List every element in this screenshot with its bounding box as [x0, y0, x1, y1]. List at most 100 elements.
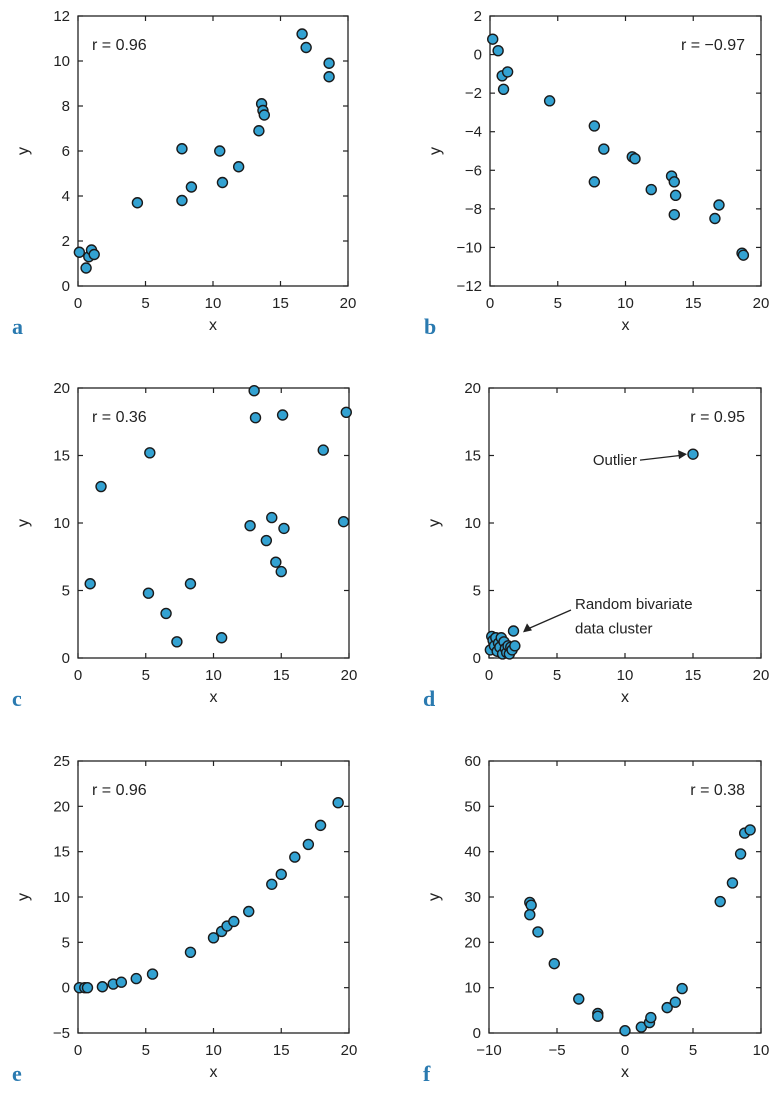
y-tick-label: 40 — [464, 844, 481, 861]
x-axis-label: x — [210, 1064, 218, 1081]
plot-frame — [489, 15, 762, 287]
data-point — [487, 33, 499, 45]
data-point — [507, 625, 520, 637]
data-point — [497, 83, 510, 95]
y-tick-label: 0 — [473, 650, 481, 667]
data-point — [81, 981, 94, 994]
data-point — [323, 71, 335, 83]
y-tick-label: −6 — [465, 162, 482, 179]
y-tick-label: 10 — [464, 980, 481, 997]
x-tick-label: 5 — [554, 295, 562, 312]
data-point — [687, 448, 699, 460]
data-point — [300, 41, 312, 54]
x-tick-label: 5 — [553, 667, 561, 684]
x-tick-label: 0 — [74, 667, 82, 684]
y-tick-label: −4 — [465, 124, 482, 141]
cluster-callout-line-1: Random bivariate — [575, 596, 693, 613]
data-point — [142, 587, 155, 599]
data-point — [340, 406, 352, 418]
x-tick-label: 10 — [753, 1042, 770, 1059]
y-axis-label: y — [427, 147, 444, 155]
plot-frame — [488, 387, 762, 659]
data-point — [744, 824, 756, 836]
outlier-arrow — [639, 454, 684, 461]
x-tick-label: 10 — [617, 667, 634, 684]
data-point — [95, 480, 107, 493]
data-point — [258, 109, 270, 121]
data-point — [323, 57, 335, 69]
y-tick-label: 4 — [62, 188, 70, 205]
y-tick-label: 12 — [53, 8, 70, 25]
correlation-annotation: r = 0.36 — [92, 409, 147, 426]
y-tick-label: −5 — [53, 1025, 70, 1042]
y-tick-label: 60 — [464, 753, 481, 770]
panel-a: 0 5 10 15 20 0 2 4 6 8 10 12 x y a r = 0.96 — [12, 8, 356, 339]
data-point — [228, 915, 240, 928]
plot-frame — [77, 15, 349, 287]
data-point — [509, 640, 521, 652]
cluster-arrow — [528, 609, 572, 629]
panel-letter: f — [423, 1061, 431, 1086]
x-axis-label: x — [209, 317, 217, 334]
y-tick-label: 15 — [53, 448, 70, 465]
data-point — [266, 511, 278, 524]
data-point — [714, 895, 726, 908]
x-tick-label: 10 — [205, 667, 222, 684]
data-point — [73, 246, 86, 258]
data-point — [176, 143, 188, 155]
y-tick-label: 5 — [62, 934, 70, 951]
data-point — [253, 125, 265, 137]
data-point — [337, 515, 350, 528]
data-point — [260, 534, 273, 547]
data-point — [176, 194, 188, 207]
data-point — [88, 248, 100, 261]
data-point — [669, 996, 682, 1008]
y-tick-label: 20 — [53, 798, 70, 815]
y-tick-label: −2 — [465, 85, 482, 102]
x-tick-label: 0 — [485, 667, 493, 684]
data-point — [676, 982, 688, 995]
y-tick-label: 20 — [464, 934, 481, 951]
data-point — [266, 878, 278, 891]
y-tick-label: 0 — [473, 1025, 481, 1042]
y-tick-label: 10 — [464, 515, 481, 532]
panel-f: −10 −5 0 5 10 0 10 20 30 40 50 60 x y f r = 0.38 — [423, 753, 769, 1086]
data-point — [588, 176, 601, 188]
y-axis-label: y — [15, 147, 32, 155]
x-tick-label: 15 — [685, 667, 702, 684]
y-axis-label: y — [15, 893, 32, 901]
x-tick-label: 0 — [74, 295, 82, 312]
x-tick-label: 5 — [142, 667, 150, 684]
x-tick-label: 10 — [205, 295, 222, 312]
data-point — [668, 176, 680, 188]
data-point — [276, 409, 289, 421]
data-point — [548, 957, 560, 970]
y-tick-label: 30 — [464, 889, 481, 906]
data-point — [669, 189, 682, 202]
data-point — [709, 212, 721, 225]
data-point — [289, 851, 301, 863]
data-point — [598, 143, 610, 155]
data-point — [184, 946, 197, 959]
y-tick-label: 15 — [464, 448, 481, 465]
y-axis-label: y — [426, 893, 443, 901]
x-tick-label: 0 — [621, 1042, 629, 1059]
y-tick-label: 2 — [474, 8, 482, 25]
x-tick-label: 0 — [74, 1042, 82, 1059]
y-tick-label: 20 — [53, 380, 70, 397]
x-tick-label: 15 — [272, 295, 289, 312]
data-point — [645, 1011, 657, 1024]
data-point — [543, 95, 556, 107]
plot-frame — [77, 760, 350, 1034]
data-point — [80, 262, 92, 274]
correlation-annotation: r = 0.38 — [690, 782, 745, 799]
data-point — [573, 993, 585, 1005]
data-point — [131, 197, 144, 209]
x-tick-label: −10 — [476, 1042, 501, 1059]
x-tick-label: 5 — [689, 1042, 697, 1059]
data-point — [146, 968, 159, 980]
data-point — [144, 447, 156, 459]
x-tick-label: 20 — [340, 295, 357, 312]
panel-c: 0 5 10 15 20 0 5 10 15 20 x y c r = 0.36 — [12, 380, 357, 711]
y-tick-label: 2 — [62, 233, 70, 250]
